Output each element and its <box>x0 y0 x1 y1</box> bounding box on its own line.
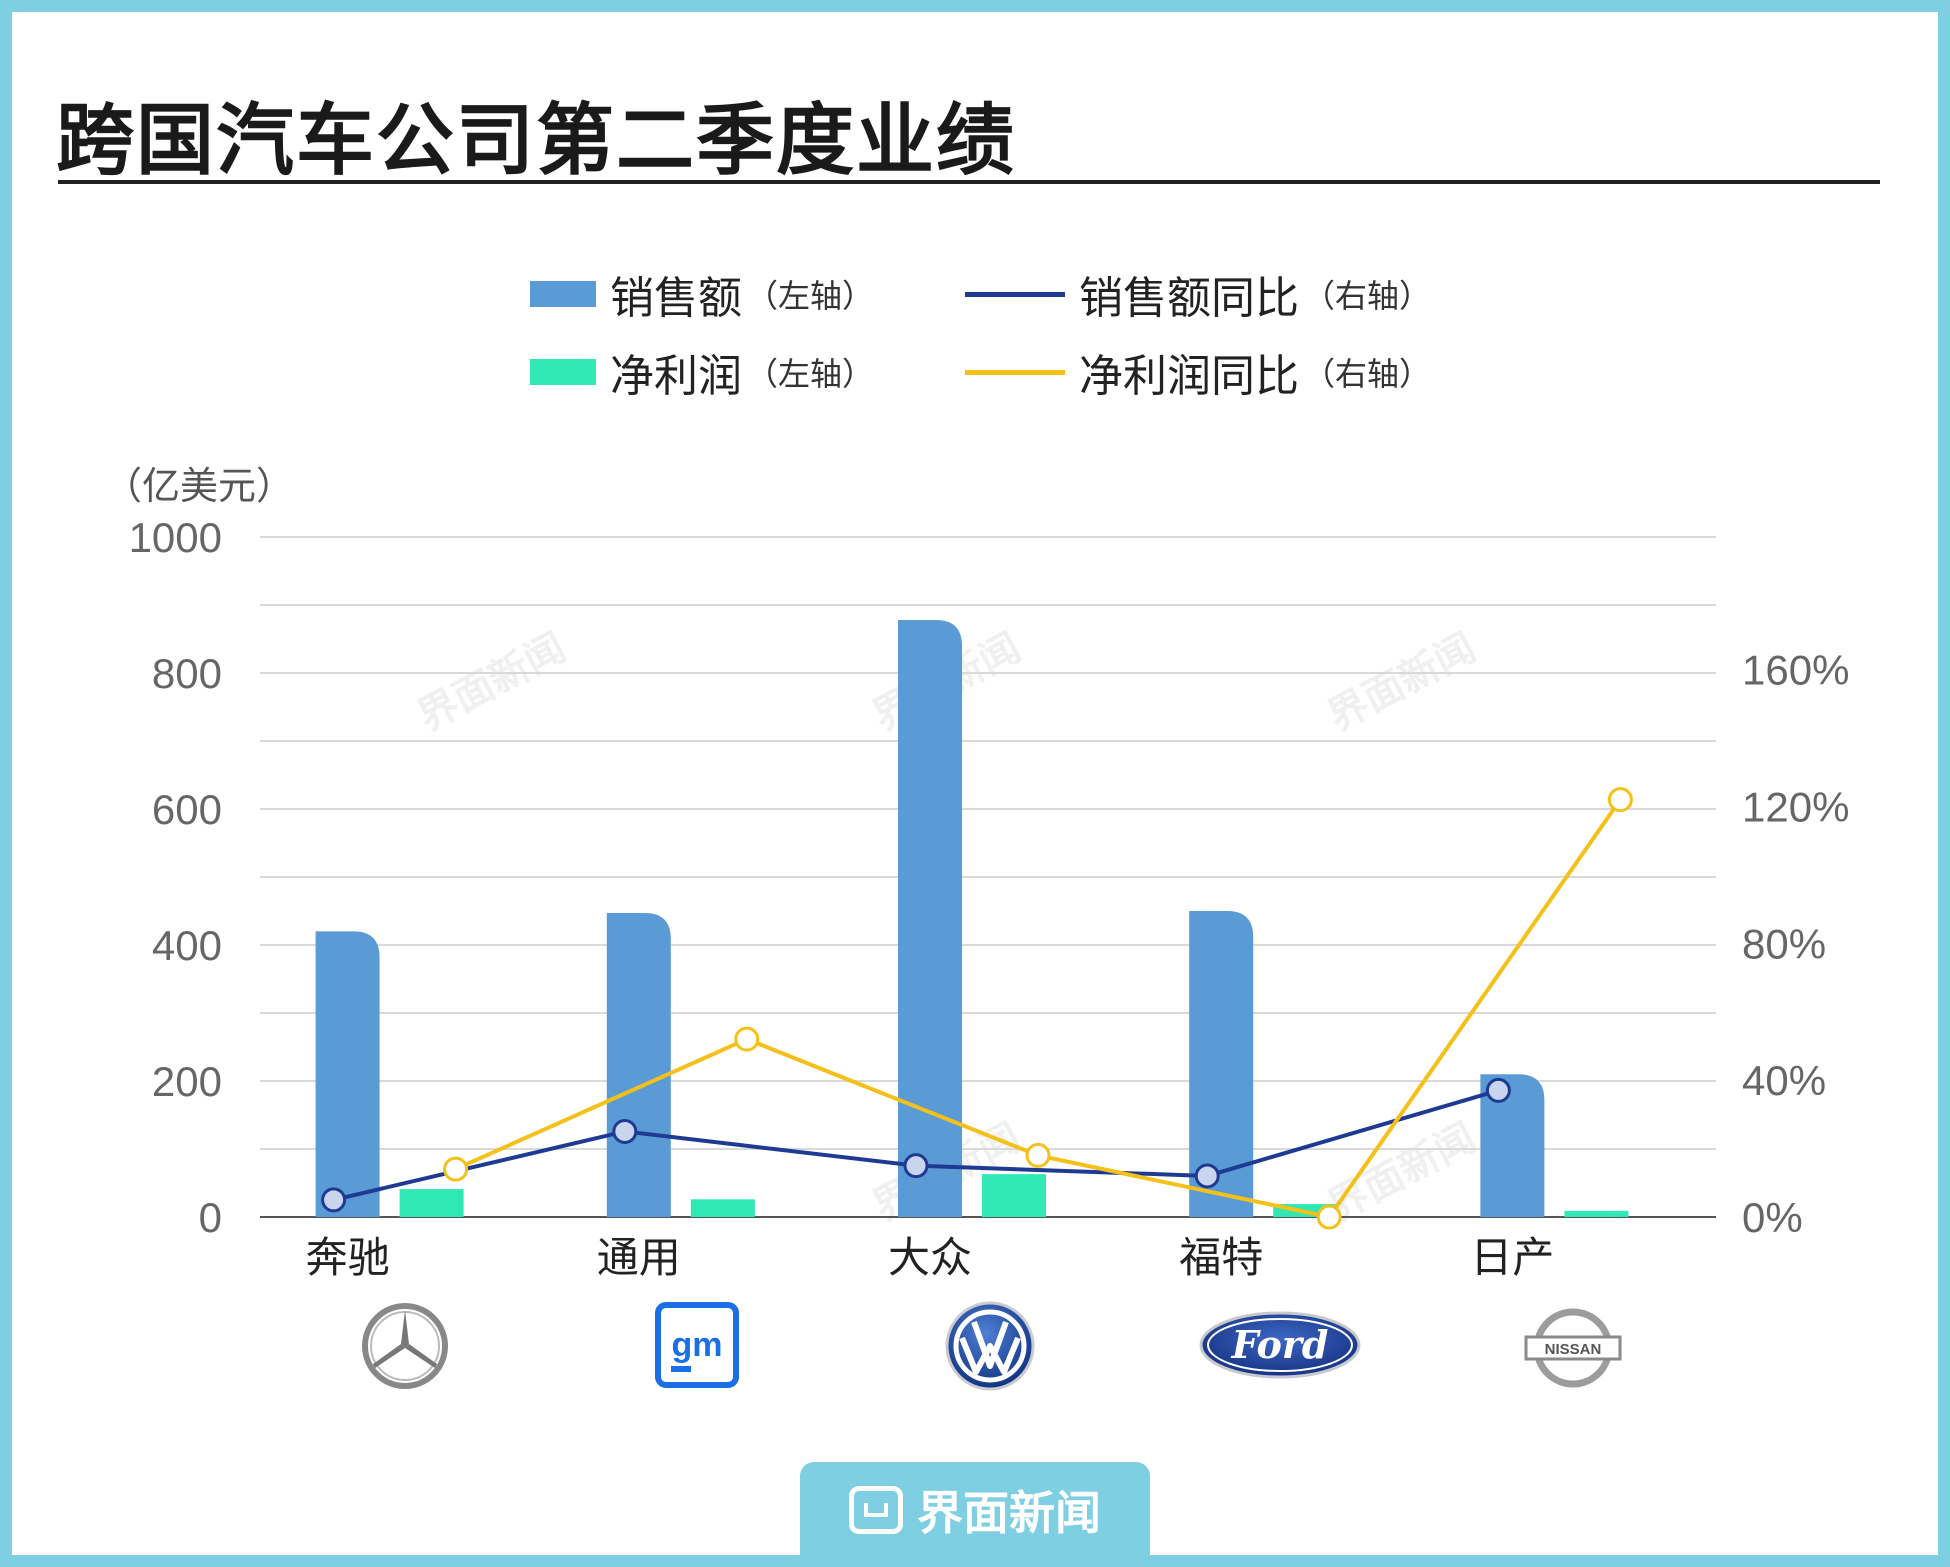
volkswagen-logo-icon <box>945 1301 1035 1391</box>
chart-card <box>12 12 1938 1555</box>
bar-profit <box>399 1189 464 1217</box>
left-axis-tick-label: 800 <box>152 650 222 697</box>
bar-sales <box>315 931 380 1217</box>
gm-logo-icon: gm <box>655 1302 739 1388</box>
legend-item-sales-yoy: 销售额同比 （右轴） <box>965 264 1431 324</box>
brand-icon <box>849 1486 903 1534</box>
brand-footer: 界面新闻 <box>800 1462 1150 1558</box>
left-axis-tick-label: 600 <box>152 786 222 833</box>
left-axis-tick-label: 0 <box>199 1194 222 1241</box>
category-label: 福特 <box>1179 1234 1263 1281</box>
nissan-logo-text: NISSAN <box>1545 1341 1602 1358</box>
profit-yoy-point <box>443 1156 469 1182</box>
bar-sales <box>1189 911 1254 1217</box>
legend-axis-profit-yoy: （右轴） <box>1303 355 1432 393</box>
legend-item-sales: 销售额 （左轴） <box>530 264 874 324</box>
profit-yoy-point <box>1316 1204 1342 1230</box>
ford-logo-icon: Ford <box>1199 1311 1361 1379</box>
legend-line-profit-yoy <box>965 369 1065 375</box>
legend-swatch-profit <box>530 359 596 385</box>
left-axis-tick-label: 200 <box>152 1058 222 1105</box>
legend-line-sales-yoy <box>965 291 1065 297</box>
profit-yoy-point <box>1607 787 1633 813</box>
right-axis-tick-label: 40% <box>1742 1057 1826 1104</box>
left-axis-unit: （亿美元） <box>104 464 295 508</box>
bar-profit <box>690 1199 755 1217</box>
legend-label-sales: 销售额 <box>610 273 742 324</box>
category-label: 通用 <box>597 1234 681 1281</box>
sales-yoy-point <box>903 1153 929 1179</box>
right-axis-tick-label: 0% <box>1742 1194 1803 1241</box>
category-label: 奔驰 <box>306 1234 390 1281</box>
legend-axis-sales-yoy: （右轴） <box>1303 277 1432 315</box>
left-axis-tick-label: 1000 <box>129 514 222 561</box>
right-axis-tick-label: 120% <box>1742 783 1849 830</box>
legend-axis-sales: （左轴） <box>746 277 875 315</box>
gm-logo-text: gm <box>672 1326 723 1364</box>
bar-sales <box>898 619 962 1217</box>
right-axis-tick-label: 80% <box>1742 920 1826 967</box>
sales-yoy-point <box>321 1187 347 1213</box>
profit-yoy-point <box>1025 1142 1051 1168</box>
sales-yoy-point <box>612 1118 638 1144</box>
brand-name: 界面新闻 <box>917 1486 1101 1540</box>
chart-title: 跨国汽车公司第二季度业绩 <box>56 96 1017 186</box>
mercedes-benz-logo-icon <box>362 1303 448 1389</box>
category-label: 大众 <box>888 1234 972 1281</box>
ford-logo-text: Ford <box>1231 1322 1329 1367</box>
legend-axis-profit: （左轴） <box>746 355 875 393</box>
category-label: 日产 <box>1470 1234 1554 1281</box>
bar-sales <box>606 913 671 1217</box>
nissan-logo-icon: NISSAN <box>1524 1308 1622 1388</box>
left-axis-tick-label: 400 <box>152 922 222 969</box>
legend-swatch-sales <box>530 281 596 307</box>
legend-item-profit: 净利润 （左轴） <box>530 342 874 402</box>
sales-yoy-point <box>1485 1077 1511 1103</box>
sales-yoy-point <box>1194 1163 1220 1189</box>
profit-yoy-point <box>734 1026 760 1052</box>
title-divider <box>58 180 1880 184</box>
legend-label-profit: 净利润 <box>610 351 742 402</box>
right-axis-tick-label: 160% <box>1742 647 1849 694</box>
legend-label-profit-yoy: 净利润同比 <box>1079 351 1299 402</box>
bar-profit <box>982 1174 1046 1217</box>
legend-item-profit-yoy: 净利润同比 （右轴） <box>965 342 1431 402</box>
bar-sales <box>1480 1074 1545 1217</box>
bar-profit <box>1564 1210 1629 1217</box>
legend-label-sales-yoy: 销售额同比 <box>1079 273 1299 324</box>
